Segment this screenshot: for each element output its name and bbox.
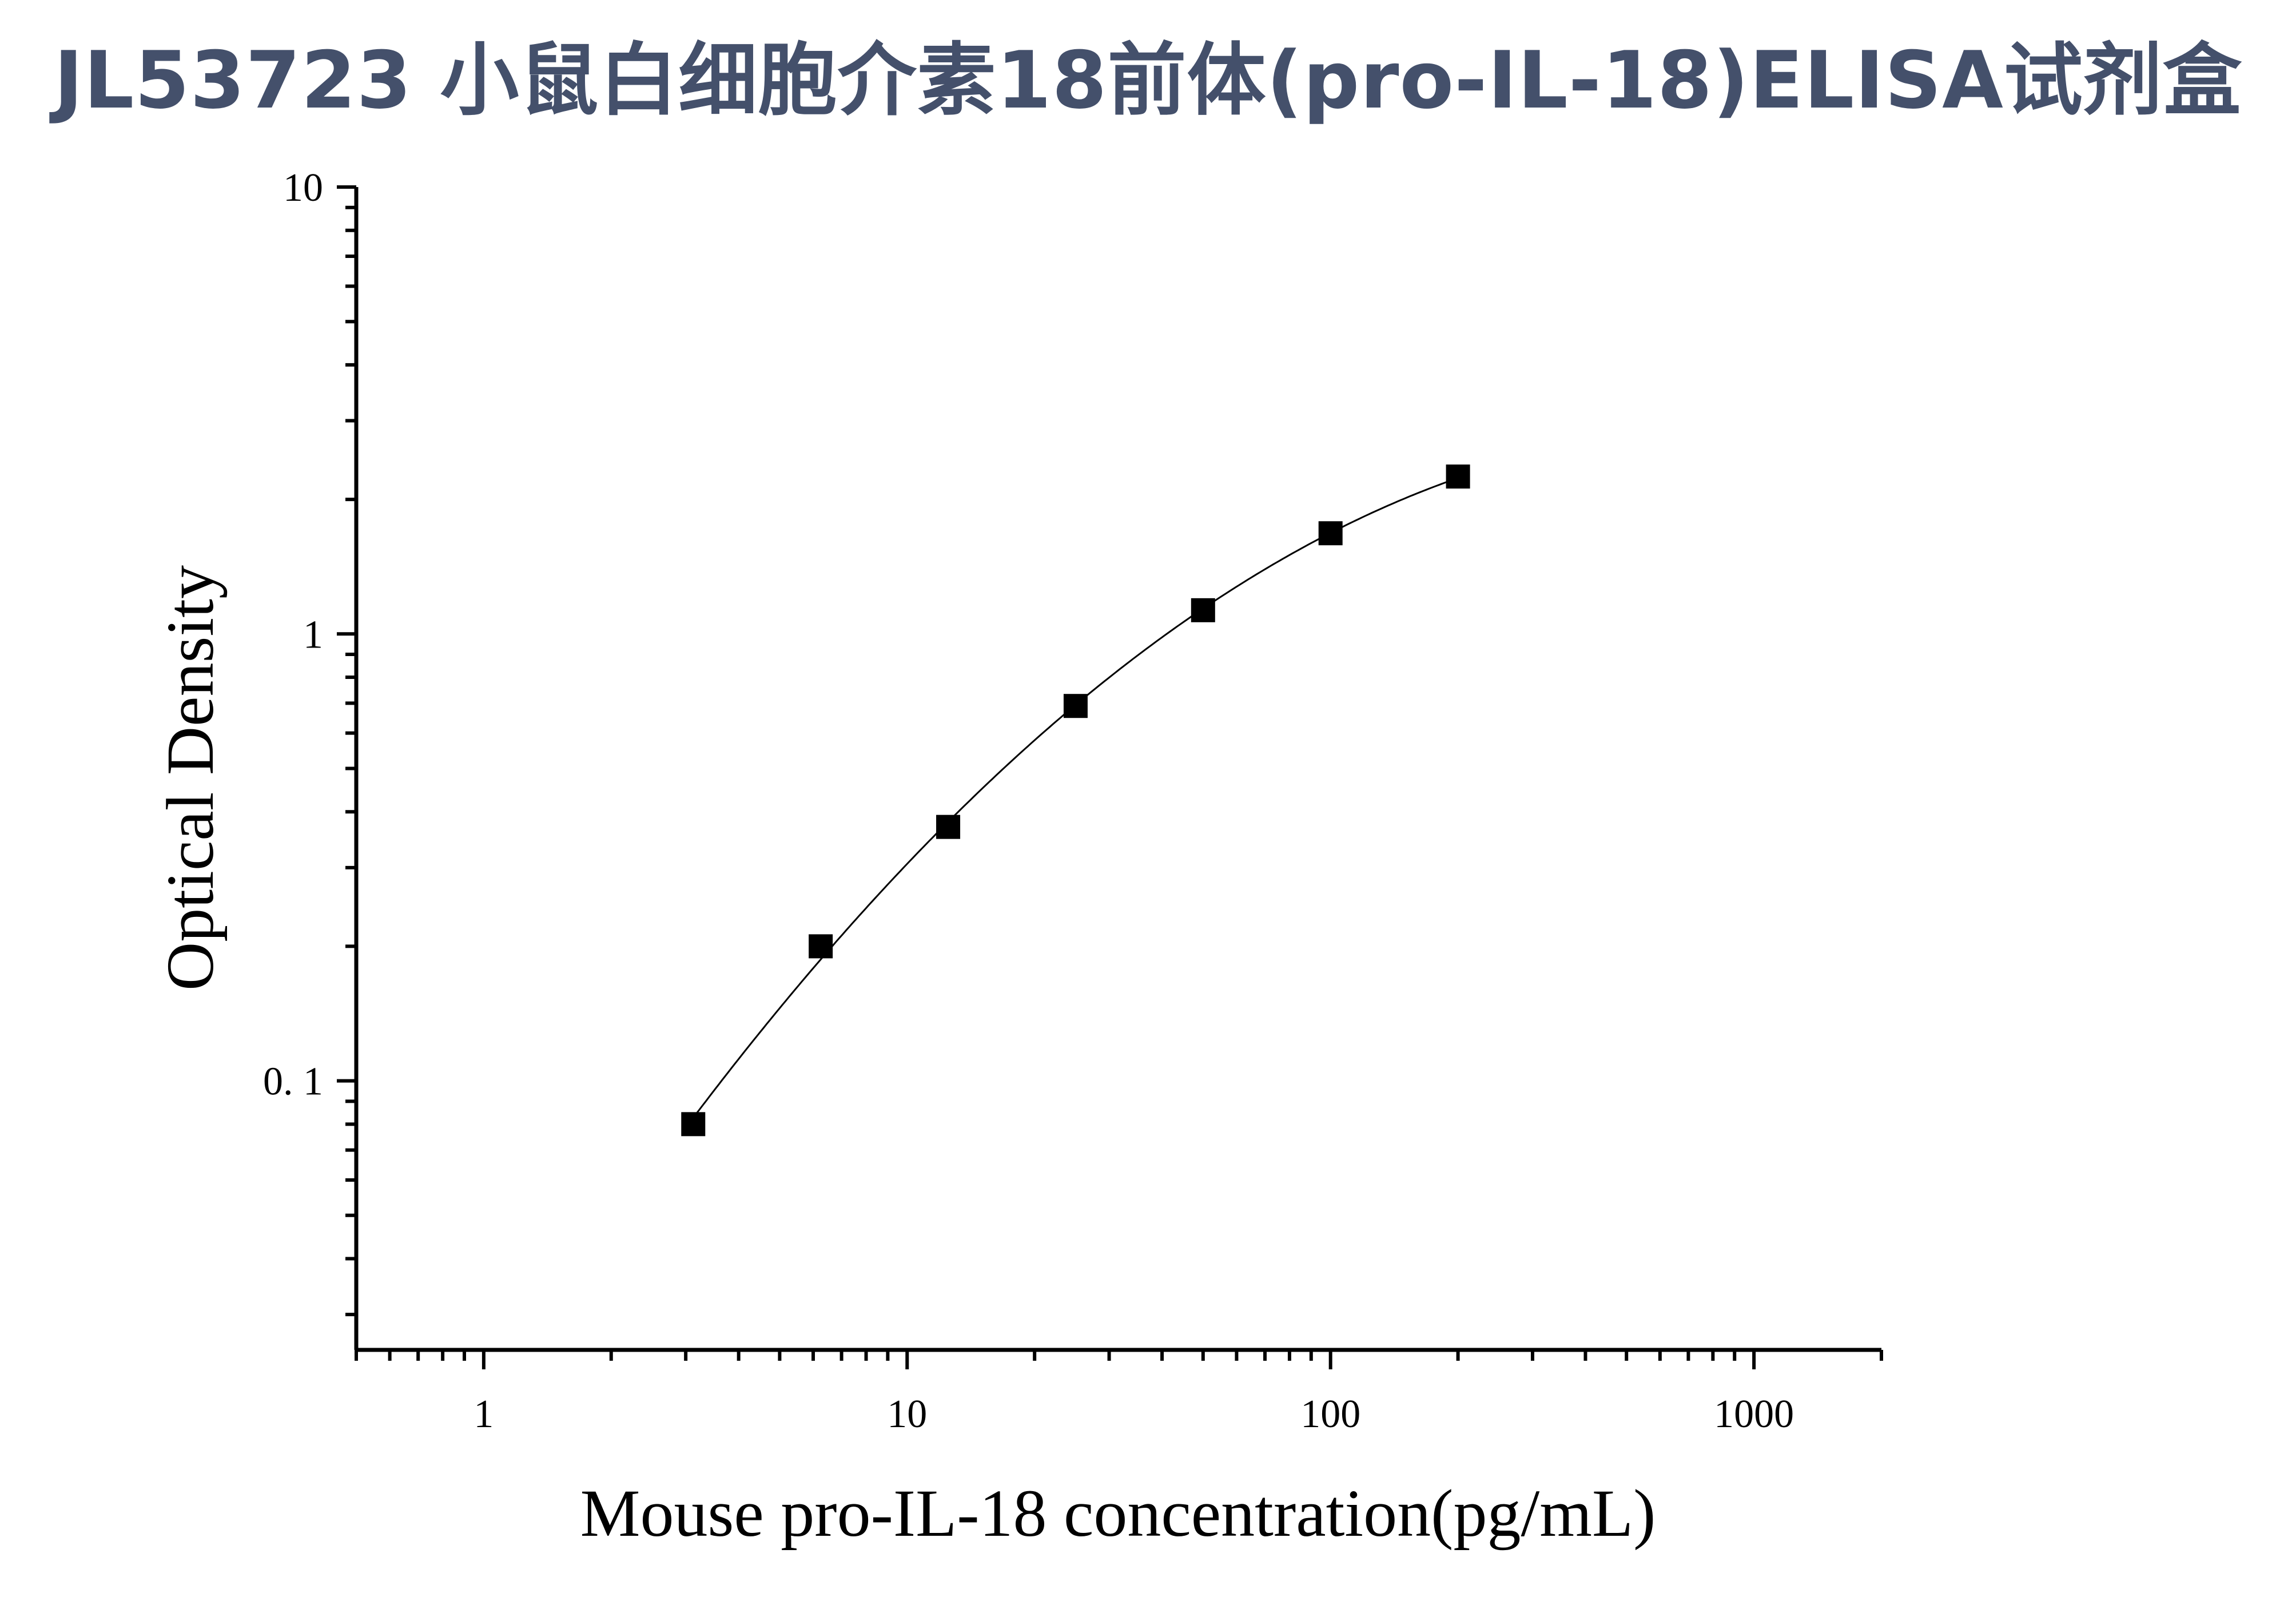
x-tick-label: 100 bbox=[1300, 1392, 1360, 1436]
data-point bbox=[681, 1112, 706, 1137]
data-point bbox=[1063, 694, 1088, 718]
data-point bbox=[809, 934, 833, 959]
x-tick-marks bbox=[355, 1350, 1883, 1369]
x-axis: 1 10 100 1000 bbox=[355, 1348, 1883, 1436]
y-tick-label: 0. 1 bbox=[263, 1060, 323, 1104]
data-point bbox=[1446, 464, 1470, 489]
y-axis: 0. 1 1 10 bbox=[263, 166, 359, 1350]
fit-curve bbox=[693, 477, 1459, 1119]
x-axis-title: Mouse pro-IL-18 concentration(pg/mL) bbox=[580, 1476, 1656, 1551]
x-tick-label: 1 bbox=[473, 1392, 494, 1436]
data-point bbox=[936, 815, 961, 839]
x-tick-label: 1000 bbox=[1714, 1392, 1794, 1436]
chart-title: JL53723 小鼠白细胞介素18前体(pro-IL-18)ELISA试剂盒 bbox=[54, 34, 2242, 126]
y-tick-labels: 0. 1 1 10 bbox=[263, 166, 323, 1104]
x-tick-label: 10 bbox=[887, 1392, 927, 1436]
y-axis-title: Optical Density bbox=[153, 565, 228, 991]
data-markers bbox=[681, 464, 1470, 1137]
y-tick-label: 10 bbox=[283, 166, 323, 210]
data-point bbox=[1318, 521, 1343, 546]
x-tick-labels: 1 10 100 1000 bbox=[473, 1392, 1794, 1436]
y-tick-label: 1 bbox=[303, 613, 323, 657]
data-point bbox=[1191, 598, 1215, 622]
y-tick-marks bbox=[337, 185, 356, 1317]
